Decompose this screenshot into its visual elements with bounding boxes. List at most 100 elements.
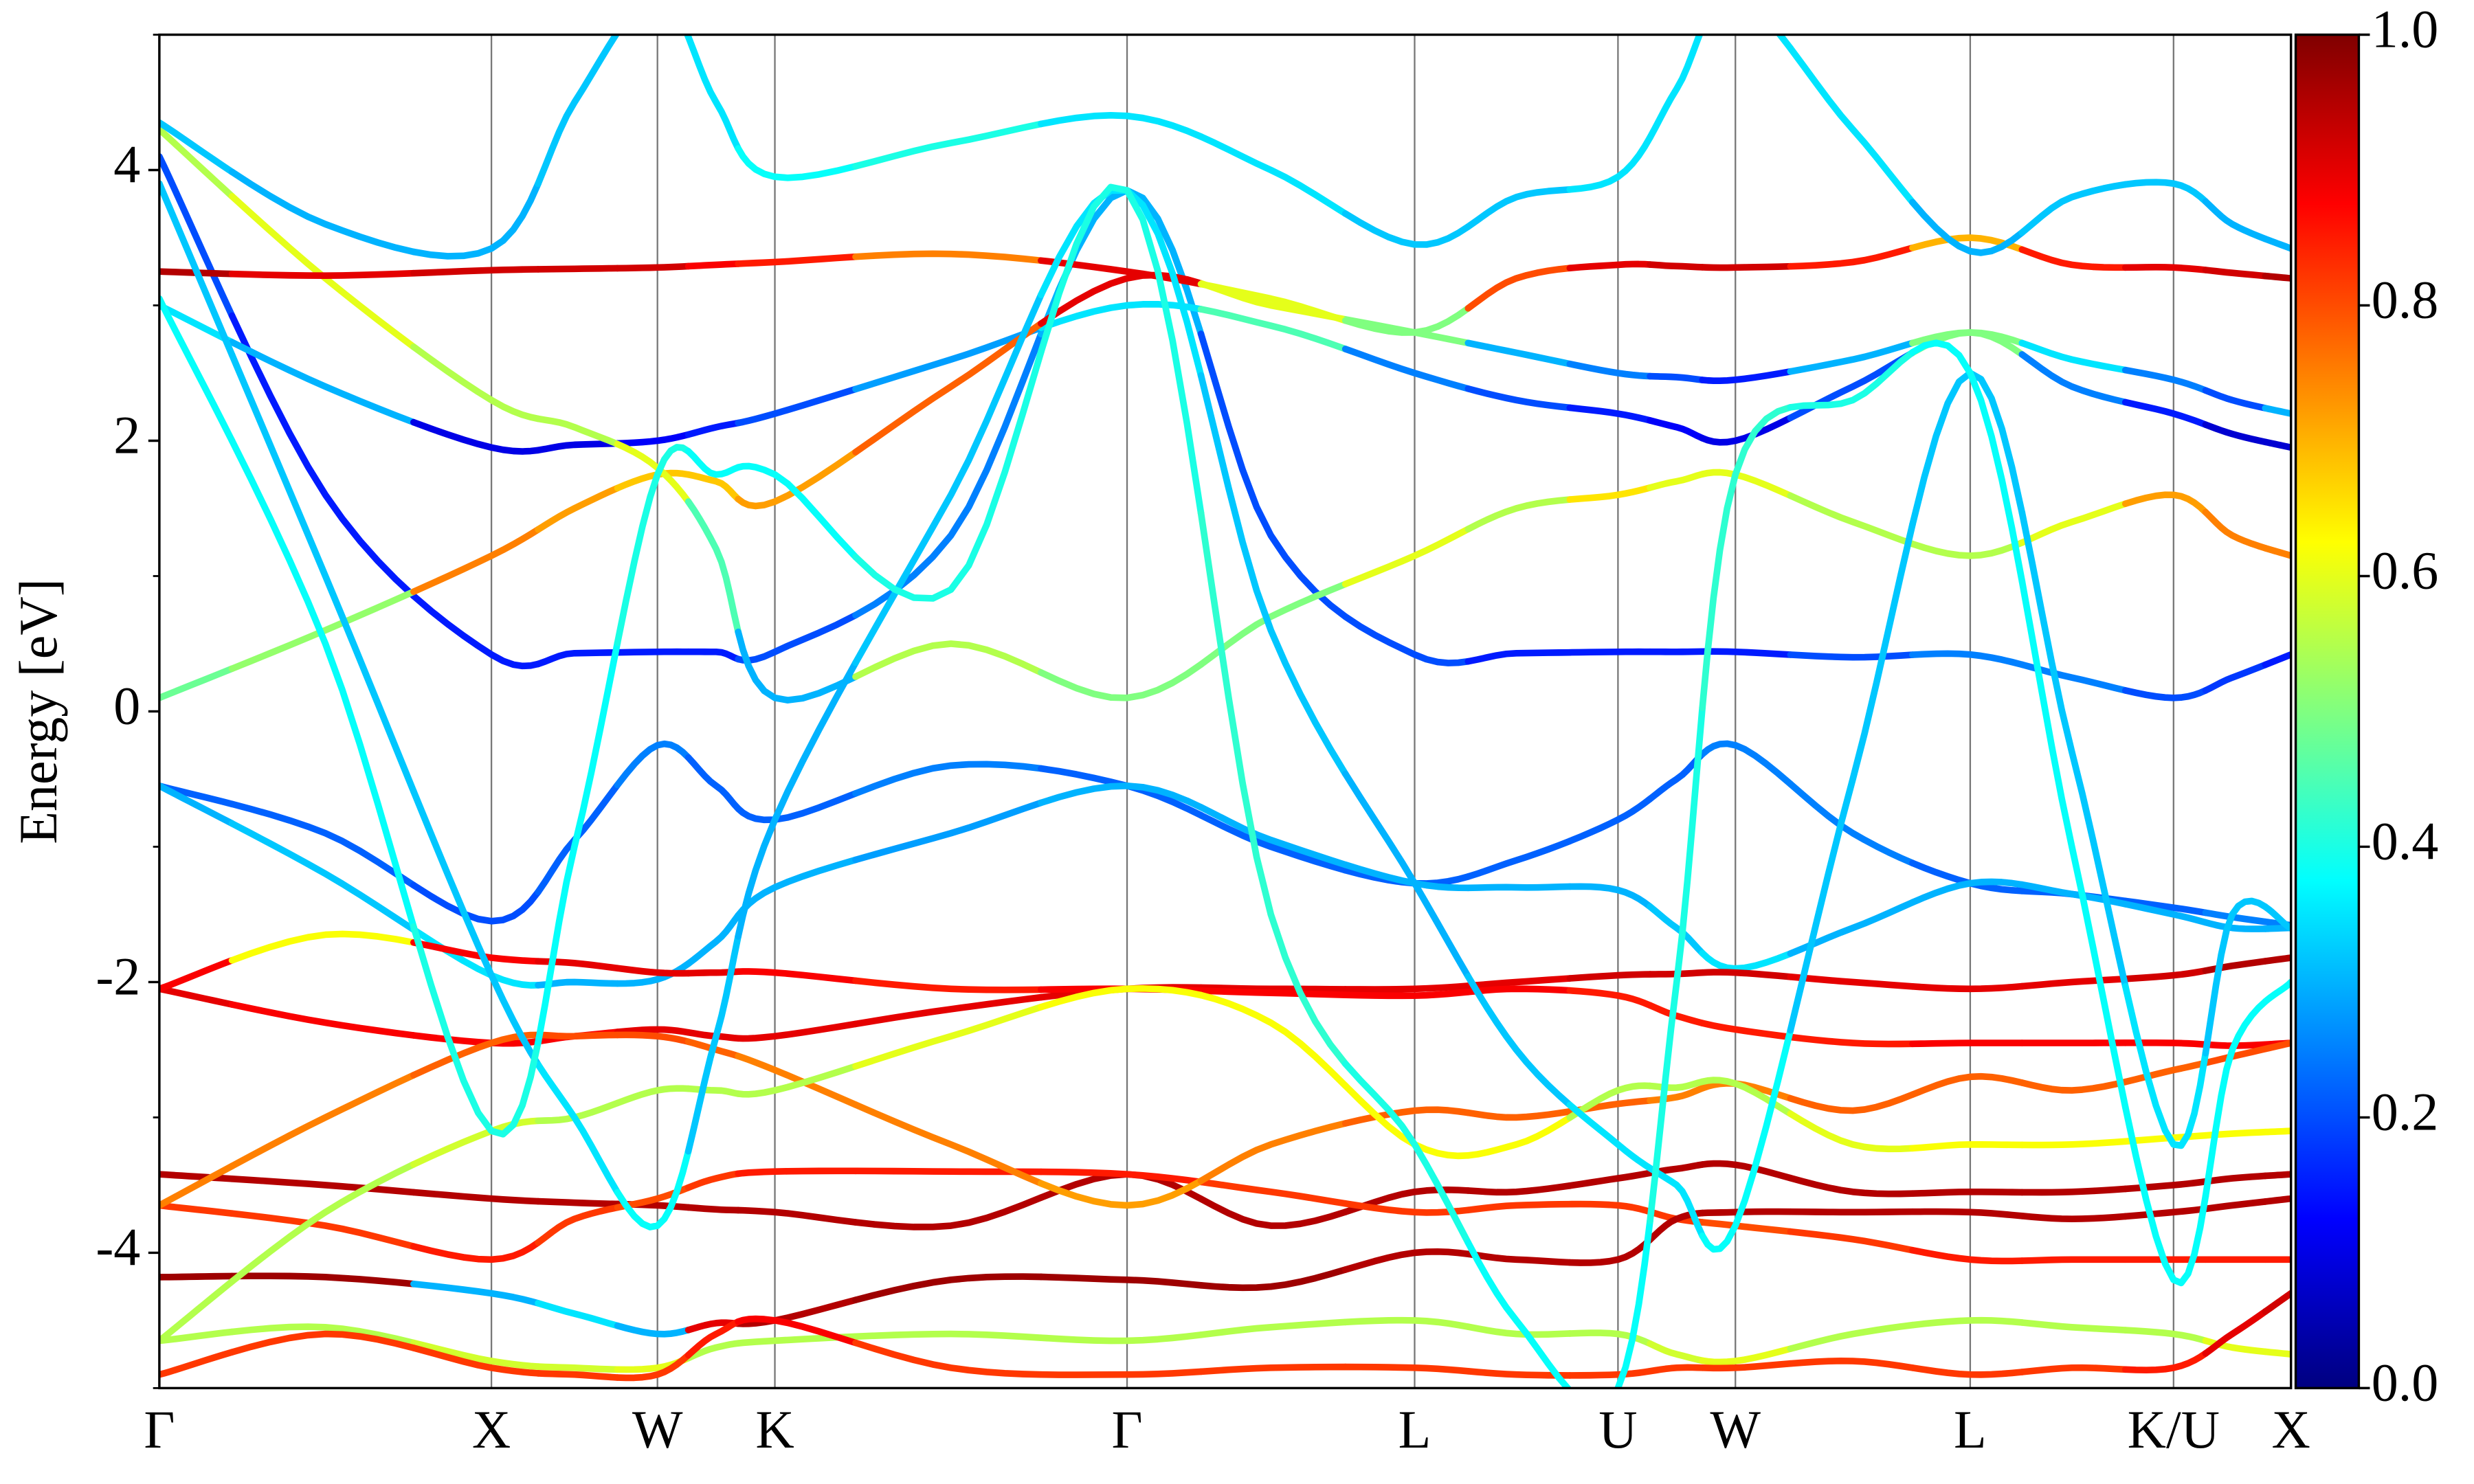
- band-segment: [2202, 387, 2269, 412]
- y-tick-label: 4: [113, 134, 140, 194]
- band-segment: [1464, 1200, 1574, 1214]
- band-segment: [159, 295, 236, 445]
- band-segment: [2121, 1132, 2209, 1145]
- band-segment: [2121, 982, 2209, 1149]
- band-segment: [614, 1085, 692, 1107]
- band-segment: [1566, 987, 1653, 1009]
- band-segment: [1038, 111, 1205, 140]
- band-segment: [2018, 1256, 2129, 1264]
- band-segment: [735, 449, 859, 510]
- band-segment: [535, 265, 621, 273]
- y-tick-label: -4: [96, 1217, 140, 1277]
- band-segment: [1341, 989, 1472, 1000]
- band-segment: [1197, 306, 1349, 352]
- colorbar-tick-label: 0.4: [2372, 811, 2439, 870]
- band-segment: [1647, 1078, 1706, 1092]
- band-segment: [535, 484, 621, 533]
- band-segment: [1909, 1072, 2026, 1099]
- band-segment: [1699, 1026, 1794, 1253]
- band-segment: [1566, 1367, 1653, 1379]
- band-segment: [1909, 1316, 2026, 1329]
- band-segment: [2018, 351, 2129, 406]
- band-segment: [1464, 1250, 1574, 1266]
- band-segment: [2202, 421, 2269, 446]
- band-segment: [1566, 360, 1653, 380]
- band-segment: [1464, 496, 1574, 532]
- band-segment: [2202, 508, 2269, 552]
- band-segment: [1038, 301, 1205, 331]
- band-segment: [852, 330, 1045, 619]
- band-segment: [228, 1272, 417, 1288]
- band-segment: [1647, 261, 1706, 271]
- x-tick-label: X: [2271, 1399, 2310, 1459]
- band-segment: [159, 782, 236, 827]
- band-segment: [1647, 903, 1706, 957]
- band-segment: [852, 1003, 1045, 1070]
- band-segment: [410, 1189, 542, 1205]
- band-segment: [1787, 1321, 1916, 1352]
- band-segment: [684, 471, 742, 503]
- band-segment: [1699, 368, 1794, 385]
- x-tick-label: K/U: [2128, 1399, 2220, 1459]
- band-segment: [1566, 1200, 1653, 1215]
- band-segment: [1038, 1168, 1205, 1186]
- band-segment: [614, 1031, 692, 1046]
- band-segment: [2018, 1213, 2129, 1222]
- band-segment: [1566, 1101, 1653, 1172]
- y-tick-label: -2: [96, 946, 140, 1006]
- band-segment: [1464, 1114, 1574, 1159]
- band-segment: [2121, 901, 2209, 926]
- band-segment: [684, 448, 742, 478]
- band-segment: [1647, 750, 1706, 802]
- band-segment: [1909, 1246, 2026, 1265]
- band-segment: [852, 291, 1045, 666]
- band-segment: [2121, 264, 2209, 273]
- band-segment: [852, 799, 1045, 864]
- band-segment: [1787, 780, 1916, 867]
- band-segment: [2262, 272, 2291, 282]
- colorbar-tick-label: 0.6: [2372, 540, 2439, 600]
- band-segment: [535, 1300, 621, 1329]
- band-segment: [614, 1026, 692, 1036]
- band-segment: [735, 253, 859, 267]
- band-segment: [1341, 526, 1472, 587]
- band-segment: [1464, 1239, 1572, 1389]
- band-segment: [159, 1202, 236, 1217]
- band-segment: [1787, 651, 1916, 661]
- band-segment: [410, 787, 542, 1068]
- band-segment: [159, 1349, 236, 1378]
- band-segment: [1341, 1316, 1472, 1330]
- band-segment: [228, 800, 417, 889]
- band-segment: [1647, 704, 1706, 1225]
- band-segment: [1699, 1208, 1794, 1217]
- x-tick-label: W: [1710, 1399, 1761, 1459]
- band-segment: [1699, 1020, 1794, 1041]
- band-segment: [1038, 985, 1205, 1011]
- x-tick-label: U: [1598, 1399, 1637, 1459]
- band-segment: [1909, 878, 2026, 906]
- band-segment: [1647, 471, 1706, 491]
- band-segment: [2121, 687, 2209, 701]
- band-segment: [852, 348, 1045, 602]
- band-segment: [2121, 179, 2209, 205]
- band-segment: [2262, 545, 2291, 559]
- band-segment: [1197, 984, 1349, 993]
- band-segment: [852, 1339, 1045, 1378]
- x-tick-label: X: [472, 1399, 511, 1459]
- band-segment: [1197, 991, 1349, 1090]
- band-segment: [159, 985, 236, 1008]
- band-segment: [1647, 1364, 1706, 1375]
- band-segment: [228, 1175, 417, 1196]
- band-segment: [410, 266, 542, 277]
- band-segment: [2018, 1319, 2129, 1334]
- band-segment: [2121, 1350, 2209, 1373]
- band-segment: [159, 119, 236, 176]
- band-segment: [159, 956, 236, 993]
- y-axis-label: Energy [eV]: [8, 578, 68, 844]
- band-segment: [852, 120, 1045, 170]
- band-segment: [2202, 267, 2269, 280]
- band-segment: [735, 1206, 859, 1226]
- band-segment: [735, 1020, 859, 1042]
